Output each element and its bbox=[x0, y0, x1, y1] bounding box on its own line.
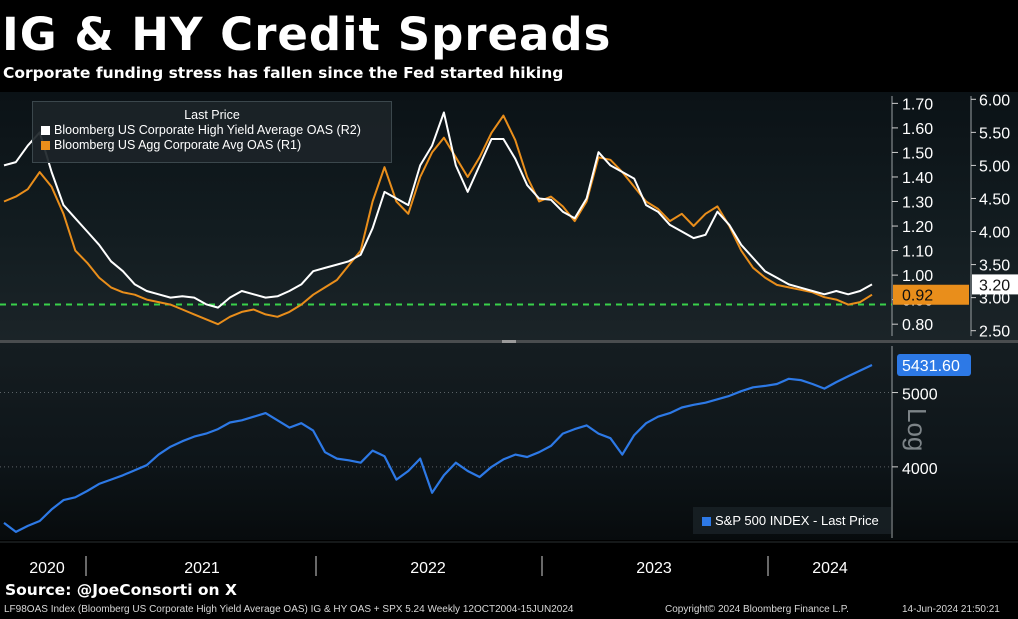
r1-tick-label: 0.80 bbox=[902, 317, 933, 334]
x-tick-label: 2020 bbox=[29, 560, 65, 577]
spx-tick-label: 5000 bbox=[902, 387, 938, 404]
x-tick-label: 2024 bbox=[812, 560, 848, 577]
r2-tick-label: 5.00 bbox=[979, 158, 1010, 175]
r2-tick-label: 3.50 bbox=[979, 258, 1010, 275]
legend-entry-spx: S&P 500 INDEX - Last Price bbox=[702, 513, 891, 528]
footer-description: LF98OAS Index (Bloomberg US Corporate Hi… bbox=[4, 604, 574, 615]
legend-ig-label: Bloomberg US Agg Corporate Avg OAS (R1) bbox=[54, 138, 302, 152]
spx-swatch bbox=[702, 517, 711, 526]
r1-tick-label: 1.30 bbox=[902, 195, 933, 212]
spx-tick-label: 4000 bbox=[902, 461, 938, 478]
spx-legend: S&P 500 INDEX - Last Price bbox=[693, 507, 891, 534]
ig-last-value: 0.92 bbox=[902, 288, 933, 305]
legend-hy-label: Bloomberg US Corporate High Yield Averag… bbox=[54, 123, 361, 137]
footer-timestamp: 14-Jun-2024 21:50:21 bbox=[902, 604, 1000, 615]
r2-tick-label: 4.00 bbox=[979, 225, 1010, 242]
ig-swatch bbox=[41, 141, 50, 150]
hy-last-badge bbox=[972, 274, 1018, 295]
hy-swatch bbox=[41, 126, 50, 135]
x-tick-label: 2023 bbox=[636, 560, 672, 577]
r2-tick-label: 3.00 bbox=[979, 291, 1010, 308]
r2-tick-label: 2.50 bbox=[979, 324, 1010, 341]
r1-tick-label: 1.10 bbox=[902, 244, 933, 261]
legend-entry-ig: Bloomberg US Agg Corporate Avg OAS (R1) bbox=[41, 138, 391, 152]
spx-last-badge bbox=[897, 353, 971, 376]
source-credit: Source: @JoeConsorti on X bbox=[5, 581, 237, 599]
r1-tick-label: 1.70 bbox=[902, 96, 933, 113]
spreads-legend: Last Price Bloomberg US Corporate High Y… bbox=[32, 101, 392, 163]
r1-tick-label: 1.20 bbox=[902, 219, 933, 236]
hy-last-value: 3.20 bbox=[979, 277, 1010, 294]
legend-header: Last Price bbox=[184, 108, 240, 122]
x-tick-label: 2021 bbox=[184, 560, 220, 577]
r2-tick-label: 6.00 bbox=[979, 92, 1010, 109]
footer-copyright: Copyright© 2024 Bloomberg Finance L.P. bbox=[665, 604, 849, 615]
ig-last-badge bbox=[893, 284, 969, 305]
r2-tick-label: 4.50 bbox=[979, 191, 1010, 208]
r1-tick-label: 1.50 bbox=[902, 145, 933, 162]
log-scale-label: Log bbox=[902, 408, 932, 452]
chart-title: IG & HY Credit Spreads bbox=[2, 8, 612, 61]
chart-subtitle: Corporate funding stress has fallen sinc… bbox=[3, 64, 564, 82]
r2-tick-label: 5.50 bbox=[979, 125, 1010, 142]
r1-tick-label: 1.00 bbox=[902, 268, 933, 285]
spx-last-value: 5431.60 bbox=[902, 358, 960, 375]
legend-entry-hy: Bloomberg US Corporate High Yield Averag… bbox=[41, 123, 391, 137]
r1-tick-label: 1.60 bbox=[902, 121, 933, 138]
r1-tick-label: 1.40 bbox=[902, 170, 933, 187]
legend-spx-label: S&P 500 INDEX - Last Price bbox=[715, 513, 879, 528]
hy-oas-line bbox=[3, 111, 873, 309]
x-tick-label: 2022 bbox=[410, 560, 446, 577]
divider-handle[interactable] bbox=[502, 340, 516, 343]
spx-line bbox=[3, 364, 873, 533]
